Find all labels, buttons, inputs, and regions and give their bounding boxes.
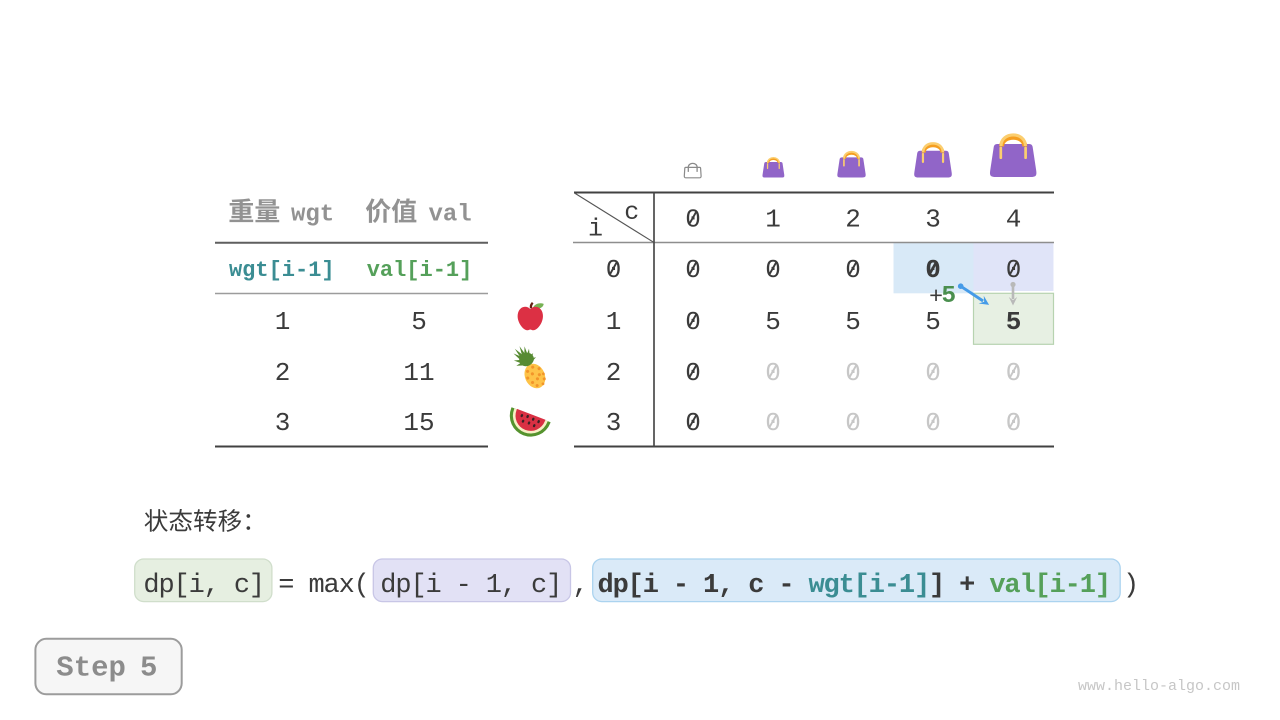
svg-text:3: 3: [275, 408, 291, 438]
svg-text:15: 15: [403, 408, 434, 438]
svg-text:0: 0: [845, 358, 861, 388]
svg-text:): ): [1123, 571, 1139, 601]
svg-text:5: 5: [925, 307, 941, 337]
svg-text:Step: Step: [56, 651, 126, 684]
svg-text:5: 5: [845, 307, 861, 337]
svg-text:0: 0: [685, 358, 701, 388]
svg-text:0: 0: [845, 255, 861, 285]
svg-text:3: 3: [925, 205, 941, 235]
svg-text:5: 5: [1006, 307, 1022, 337]
svg-text:2: 2: [275, 358, 291, 388]
svg-text:1: 1: [606, 307, 622, 337]
svg-text:0: 0: [685, 307, 701, 337]
svg-text:1: 1: [765, 205, 781, 235]
svg-text:0: 0: [685, 408, 701, 438]
svg-text:wgt[i-1]: wgt[i-1]: [808, 571, 929, 601]
svg-text:= max(: = max(: [278, 571, 368, 601]
svg-text:0: 0: [685, 205, 701, 235]
svg-text:,: ,: [573, 571, 588, 601]
svg-text:5: 5: [411, 307, 427, 337]
svg-text:val[i-1]: val[i-1]: [367, 258, 473, 283]
svg-text:i: i: [588, 215, 603, 244]
svg-text:c: c: [624, 198, 639, 227]
svg-text:1: 1: [275, 307, 291, 337]
svg-text:2: 2: [845, 205, 861, 235]
svg-text:5: 5: [140, 651, 157, 684]
svg-text:dp[i, c]: dp[i, c]: [143, 571, 264, 601]
svg-text:+: +: [929, 284, 943, 311]
svg-text:www.hello-algo.com: www.hello-algo.com: [1078, 678, 1240, 695]
svg-text:val[i-1]: val[i-1]: [989, 571, 1110, 601]
svg-text:] +: ] +: [929, 571, 974, 601]
svg-text:val: val: [429, 202, 472, 229]
svg-text:4: 4: [1006, 205, 1022, 235]
svg-text:3: 3: [606, 408, 622, 438]
svg-text:5: 5: [765, 307, 781, 337]
svg-text:wgt[i-1]: wgt[i-1]: [229, 258, 335, 283]
svg-text:0: 0: [1006, 358, 1022, 388]
svg-text:0: 0: [925, 408, 941, 438]
svg-text:0: 0: [606, 255, 622, 285]
svg-text:0: 0: [1006, 408, 1022, 438]
svg-text:wgt: wgt: [291, 202, 334, 229]
svg-text:0: 0: [765, 408, 781, 438]
svg-text:0: 0: [925, 358, 941, 388]
svg-text:11: 11: [403, 358, 434, 388]
svg-text:0: 0: [685, 255, 701, 285]
svg-text:5: 5: [941, 283, 956, 310]
svg-text:dp[i - 1, c]: dp[i - 1, c]: [380, 571, 561, 601]
svg-text:0: 0: [845, 408, 861, 438]
svg-text:0: 0: [765, 358, 781, 388]
svg-text:dp[i - 1, c -: dp[i - 1, c -: [598, 571, 794, 601]
svg-text:0: 0: [1006, 255, 1022, 285]
svg-text:0: 0: [765, 255, 781, 285]
svg-text:2: 2: [606, 358, 622, 388]
